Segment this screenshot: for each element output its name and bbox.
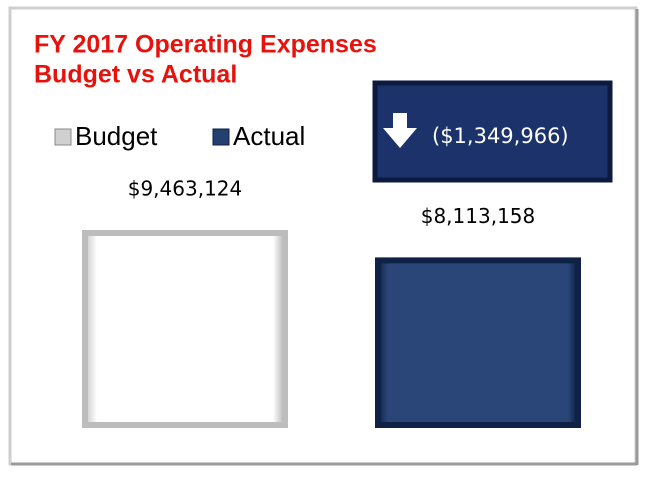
legend-label: Actual [233,121,305,151]
legend-swatch [54,128,72,146]
bar [375,257,581,428]
chart-title: FY 2017 Operating Expenses [34,31,377,59]
legend-label: Budget [75,121,158,151]
bar [82,230,288,428]
chart-title: Budget vs Actual [34,61,237,89]
data-label: $9,463,124 [128,177,243,201]
legend-swatch [212,128,230,146]
callout-box [372,80,613,183]
down-arrow [383,113,417,148]
annotation: ($1,349,966) [432,124,569,148]
data-label: $8,113,158 [421,204,536,228]
